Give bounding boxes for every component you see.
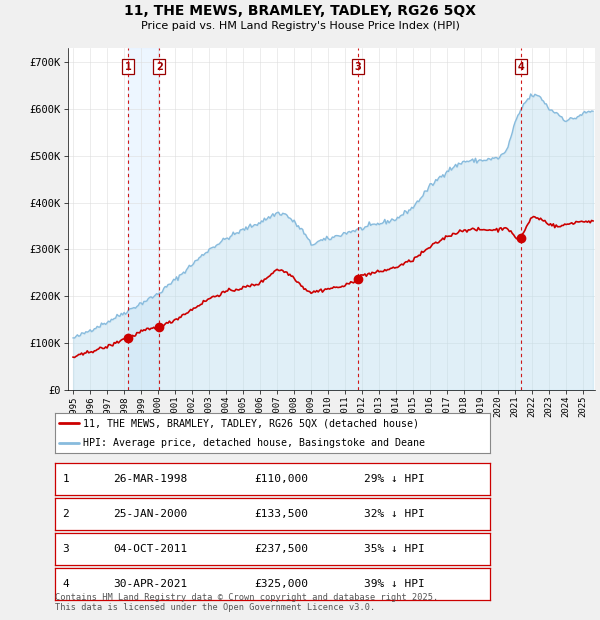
Text: 25-JAN-2000: 25-JAN-2000 bbox=[113, 509, 188, 519]
Text: 32% ↓ HPI: 32% ↓ HPI bbox=[364, 509, 425, 519]
Text: 11, THE MEWS, BRAMLEY, TADLEY, RG26 5QX: 11, THE MEWS, BRAMLEY, TADLEY, RG26 5QX bbox=[124, 4, 476, 19]
Bar bbox=[128, 48, 159, 390]
Text: 3: 3 bbox=[62, 544, 69, 554]
Text: 30-APR-2021: 30-APR-2021 bbox=[113, 579, 188, 589]
Text: 2: 2 bbox=[62, 509, 69, 519]
Text: £237,500: £237,500 bbox=[254, 544, 308, 554]
Text: 4: 4 bbox=[62, 579, 69, 589]
Text: £110,000: £110,000 bbox=[254, 474, 308, 484]
Text: HPI: Average price, detached house, Basingstoke and Deane: HPI: Average price, detached house, Basi… bbox=[83, 438, 425, 448]
Text: Contains HM Land Registry data © Crown copyright and database right 2025.
This d: Contains HM Land Registry data © Crown c… bbox=[55, 593, 438, 612]
Text: 1: 1 bbox=[125, 62, 131, 72]
Text: 2: 2 bbox=[156, 62, 163, 72]
Text: 39% ↓ HPI: 39% ↓ HPI bbox=[364, 579, 425, 589]
Text: £325,000: £325,000 bbox=[254, 579, 308, 589]
Text: 3: 3 bbox=[355, 62, 361, 72]
Text: 4: 4 bbox=[517, 62, 524, 72]
Text: Price paid vs. HM Land Registry's House Price Index (HPI): Price paid vs. HM Land Registry's House … bbox=[140, 21, 460, 31]
Text: 04-OCT-2011: 04-OCT-2011 bbox=[113, 544, 188, 554]
Text: £133,500: £133,500 bbox=[254, 509, 308, 519]
Text: 29% ↓ HPI: 29% ↓ HPI bbox=[364, 474, 425, 484]
Text: 11, THE MEWS, BRAMLEY, TADLEY, RG26 5QX (detached house): 11, THE MEWS, BRAMLEY, TADLEY, RG26 5QX … bbox=[83, 418, 419, 428]
Text: 26-MAR-1998: 26-MAR-1998 bbox=[113, 474, 188, 484]
Text: 1: 1 bbox=[62, 474, 69, 484]
Text: 35% ↓ HPI: 35% ↓ HPI bbox=[364, 544, 425, 554]
